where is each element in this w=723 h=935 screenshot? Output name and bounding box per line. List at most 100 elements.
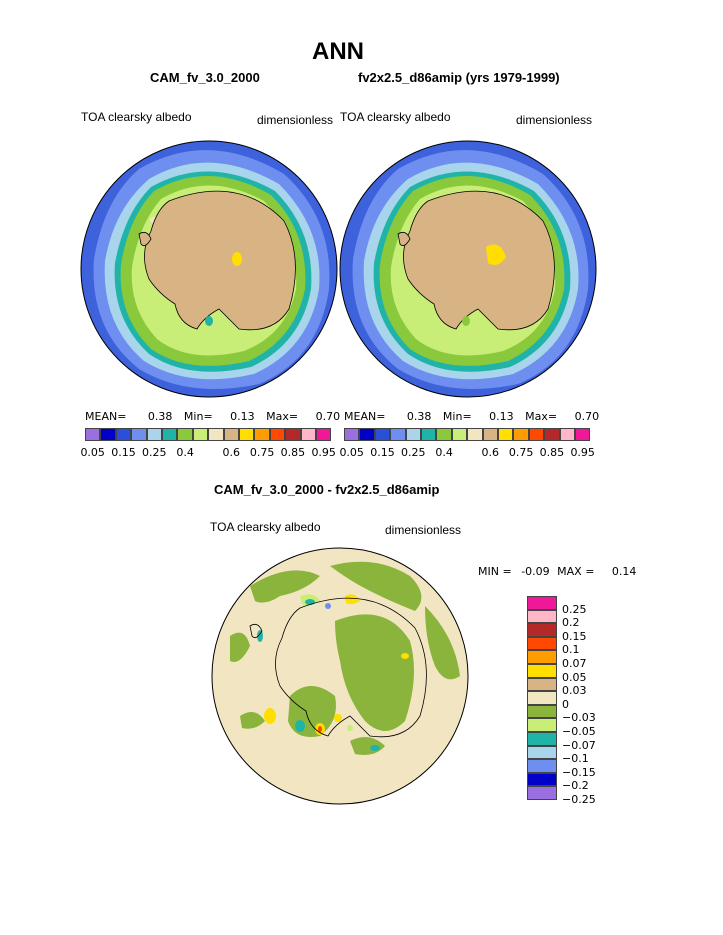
colorbar-tick-label: 0.75 [508,446,534,459]
main-title: ANN [312,38,364,65]
difference-variable-label: TOA clearsky albedo [210,520,321,534]
difference-units-label: dimensionless [385,523,462,537]
legend-swatch [527,786,557,800]
legend-label: −0.1 [562,752,589,766]
legend-swatch [527,745,557,760]
colorbar-swatch [269,428,286,441]
right-mean-value: 0.38 [406,410,432,423]
left-min-label: Min= [183,410,213,423]
colorbar-tick-label: 0.4 [176,446,194,459]
left-max-value: 0.70 [315,410,341,423]
colorbar-swatch [421,428,437,441]
legend-label: −0.03 [562,711,596,725]
right-mean-label: MEAN= [344,410,386,423]
colorbar-tick-label: 0.25 [142,446,167,459]
colorbar-swatch [482,428,498,441]
right-polar-map [339,140,597,398]
colorbar-swatch [467,428,483,441]
colorbar-swatch [162,428,178,441]
colorbar-tick-label: 0.6 [481,446,500,459]
legend-swatch [527,623,557,637]
colorbar-tick-label: 0.25 [401,446,426,459]
legend-label: −0.25 [562,793,596,806]
difference-max-label: MAX = [557,565,595,578]
colorbar-swatch [285,428,301,441]
colorbar-swatch [146,428,162,441]
colorbar-tick-label: 0.05 [80,446,105,459]
left-stats: MEAN= 0.38 Min= 0.13 Max= 0.70 [85,410,340,423]
colorbar-swatch [528,428,545,441]
colorbar-tick-label: 0.95 [570,446,595,459]
colorbar-tick-label: 0.15 [370,446,395,459]
legend-label: −0.15 [562,765,596,779]
colorbar-swatch [344,428,360,441]
legend-label: 0.15 [562,629,587,643]
colorbar-tick-label: 0.95 [311,446,336,459]
difference-title: CAM_fv_3.0_2000 - fv2x2.5_d86amip [214,482,440,497]
difference-minmax: MIN = -0.09 MAX = 0.14 [478,565,636,578]
colorbar-tick-label: 0.15 [111,446,136,459]
colorbar-swatch [513,428,529,441]
left-colorbar-ticks: 0.05 0.15 0.25 0.4 0.6 0.75 0.85 0.95 [80,446,336,460]
colorbar-swatch [239,428,255,441]
legend-swatch [527,691,557,705]
legend-label: 0.1 [562,643,580,657]
colorbar-swatch [254,428,270,441]
legend-label: 0 [562,697,569,711]
right-units-label: dimensionless [516,113,593,127]
legend-swatch [527,596,557,610]
colorbar-swatch [131,428,147,441]
colorbar-swatch [359,428,375,441]
legend-label: 0.03 [562,684,587,698]
colorbar-tick-label: 0.85 [280,446,306,459]
legend-swatch [527,704,557,719]
colorbar-swatch [544,428,560,441]
legend-swatch [527,718,557,732]
legend-swatch [527,609,557,624]
left-units-label: dimensionless [257,113,334,127]
colorbar-swatch [451,428,468,441]
right-min-label: Min= [442,410,472,423]
colorbar-swatch [177,428,193,441]
colorbar-swatch [405,428,421,441]
left-min-value: 0.13 [230,410,255,423]
legend-swatch [527,636,557,651]
colorbar-tick-label: 0.6 [222,446,241,459]
colorbar-swatch [223,428,239,441]
right-colorbar-ticks: 0.05 0.15 0.25 0.4 0.6 0.75 0.85 0.95 [339,446,595,460]
right-max-value: 0.70 [574,410,600,423]
right-stats: MEAN= 0.38 Min= 0.13 Max= 0.70 [344,410,599,423]
right-case-title: fv2x2.5_d86amip (yrs 1979-1999) [358,70,560,85]
legend-label: −0.2 [562,779,589,793]
colorbar-swatch [85,428,101,441]
left-polar-map [80,140,338,398]
left-max-label: Max= [266,410,299,423]
colorbar-swatch [316,428,332,441]
legend-swatch [527,759,557,773]
colorbar-swatch [575,428,591,441]
colorbar-tick-label: 0.05 [339,446,364,459]
right-min-value: 0.13 [489,410,514,423]
left-mean-label: MEAN= [85,410,127,423]
colorbar-swatch [436,428,452,441]
left-mean-value: 0.38 [147,410,173,423]
legend-swatch [527,677,557,692]
difference-min-label: MIN = [478,565,512,578]
difference-min-value: -0.09 [521,565,550,578]
legend-swatch [527,772,557,787]
colorbar-swatch [115,428,132,441]
legend-label: 0.2 [562,616,580,630]
left-variable-label: TOA clearsky albedo [81,110,192,124]
colorbar-swatch [498,428,514,441]
legend-label: 0.05 [562,670,587,684]
colorbar-swatch [374,428,391,441]
legend-label: 0.07 [562,657,587,670]
legend-swatch [527,664,557,678]
difference-polar-map [211,547,469,805]
colorbar-swatch [300,428,316,441]
colorbar-tick-label: 0.85 [539,446,565,459]
colorbar-swatch [559,428,575,441]
colorbar-swatch [390,428,406,441]
right-max-label: Max= [525,410,558,423]
legend-label: −0.07 [562,738,596,752]
